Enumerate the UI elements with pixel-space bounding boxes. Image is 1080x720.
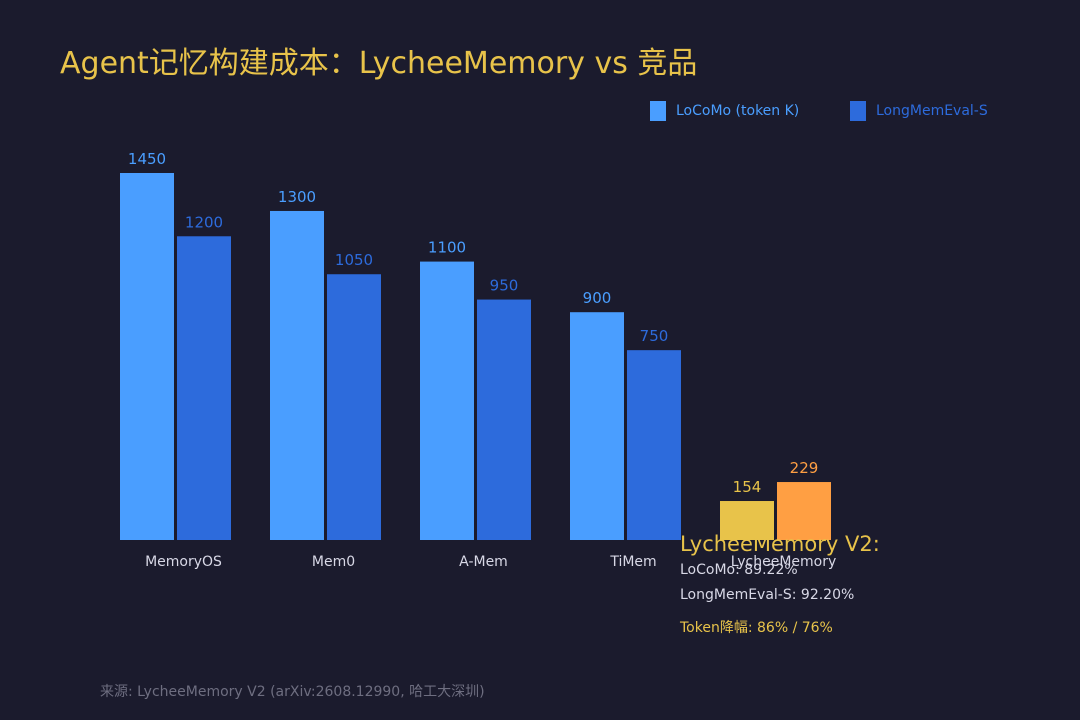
bar-lycheememory-longmemeval-s [777,482,831,540]
x-tick-label-a-mem: A-Mem [459,554,508,570]
bar-memoryos-longmemeval-s [177,236,231,540]
x-tick-label-memoryos: MemoryOS [145,554,222,570]
annotation-token-reduction: Token降幅: 86% / 76% [680,620,833,636]
legend-label-locomo: LoCoMo (token K) [676,103,800,119]
legend-item-longmemeval: LongMemEval-S [850,100,988,122]
data-label-memoryos-locomo-token-k: 1450 [128,150,166,168]
bar-lycheememory-locomo-token-k [720,501,774,540]
bar-mem0-locomo-token-k [270,210,324,540]
lycheememory-annotation: LycheeMemory V2: LoCoMo: 89.22% LongMemE… [680,530,880,636]
bar-timem-longmemeval-s [627,350,681,540]
data-label-timem-longmemeval-s: 750 [640,327,669,345]
bar-memoryos-locomo-token-k [120,173,174,540]
legend-label-longmemeval: LongMemEval-S [876,103,988,119]
data-label-lycheememory-longmemeval-s: 229 [790,459,819,477]
legend-item-locomo: LoCoMo (token K) [650,100,799,122]
chart-title: Agent记忆构建成本：LycheeMemory vs 竞品 [60,46,698,81]
bar-timem-locomo-token-k [570,312,624,540]
data-label-mem0-longmemeval-s: 1050 [335,251,373,269]
data-label-a-mem-longmemeval-s: 950 [490,277,519,295]
annotation-longmemeval-score: LongMemEval-S: 92.20% [680,587,855,603]
bar-mem0-longmemeval-s [327,274,381,540]
data-label-timem-locomo-token-k: 900 [583,289,612,307]
data-label-mem0-locomo-token-k: 1300 [278,188,316,206]
x-tick-label-timem: TiMem [609,554,656,570]
source-note: 来源: LycheeMemory V2 (arXiv:2608.12990, 哈… [100,684,485,700]
legend-swatch-longmemeval [850,101,866,121]
data-label-lycheememory-locomo-token-k: 154 [733,478,762,496]
annotation-title: LycheeMemory V2: [680,532,880,556]
data-label-a-mem-locomo-token-k: 1100 [428,239,466,257]
bar-a-mem-locomo-token-k [420,261,474,540]
x-tick-label-lycheememory: LycheeMemory [731,554,837,570]
data-label-memoryos-longmemeval-s: 1200 [185,213,223,231]
legend-swatch-locomo [650,101,666,121]
annotation-locomo-score: LoCoMo: 89.22% [680,562,798,578]
bar-a-mem-longmemeval-s [477,299,531,540]
x-tick-label-mem0: Mem0 [312,554,355,570]
